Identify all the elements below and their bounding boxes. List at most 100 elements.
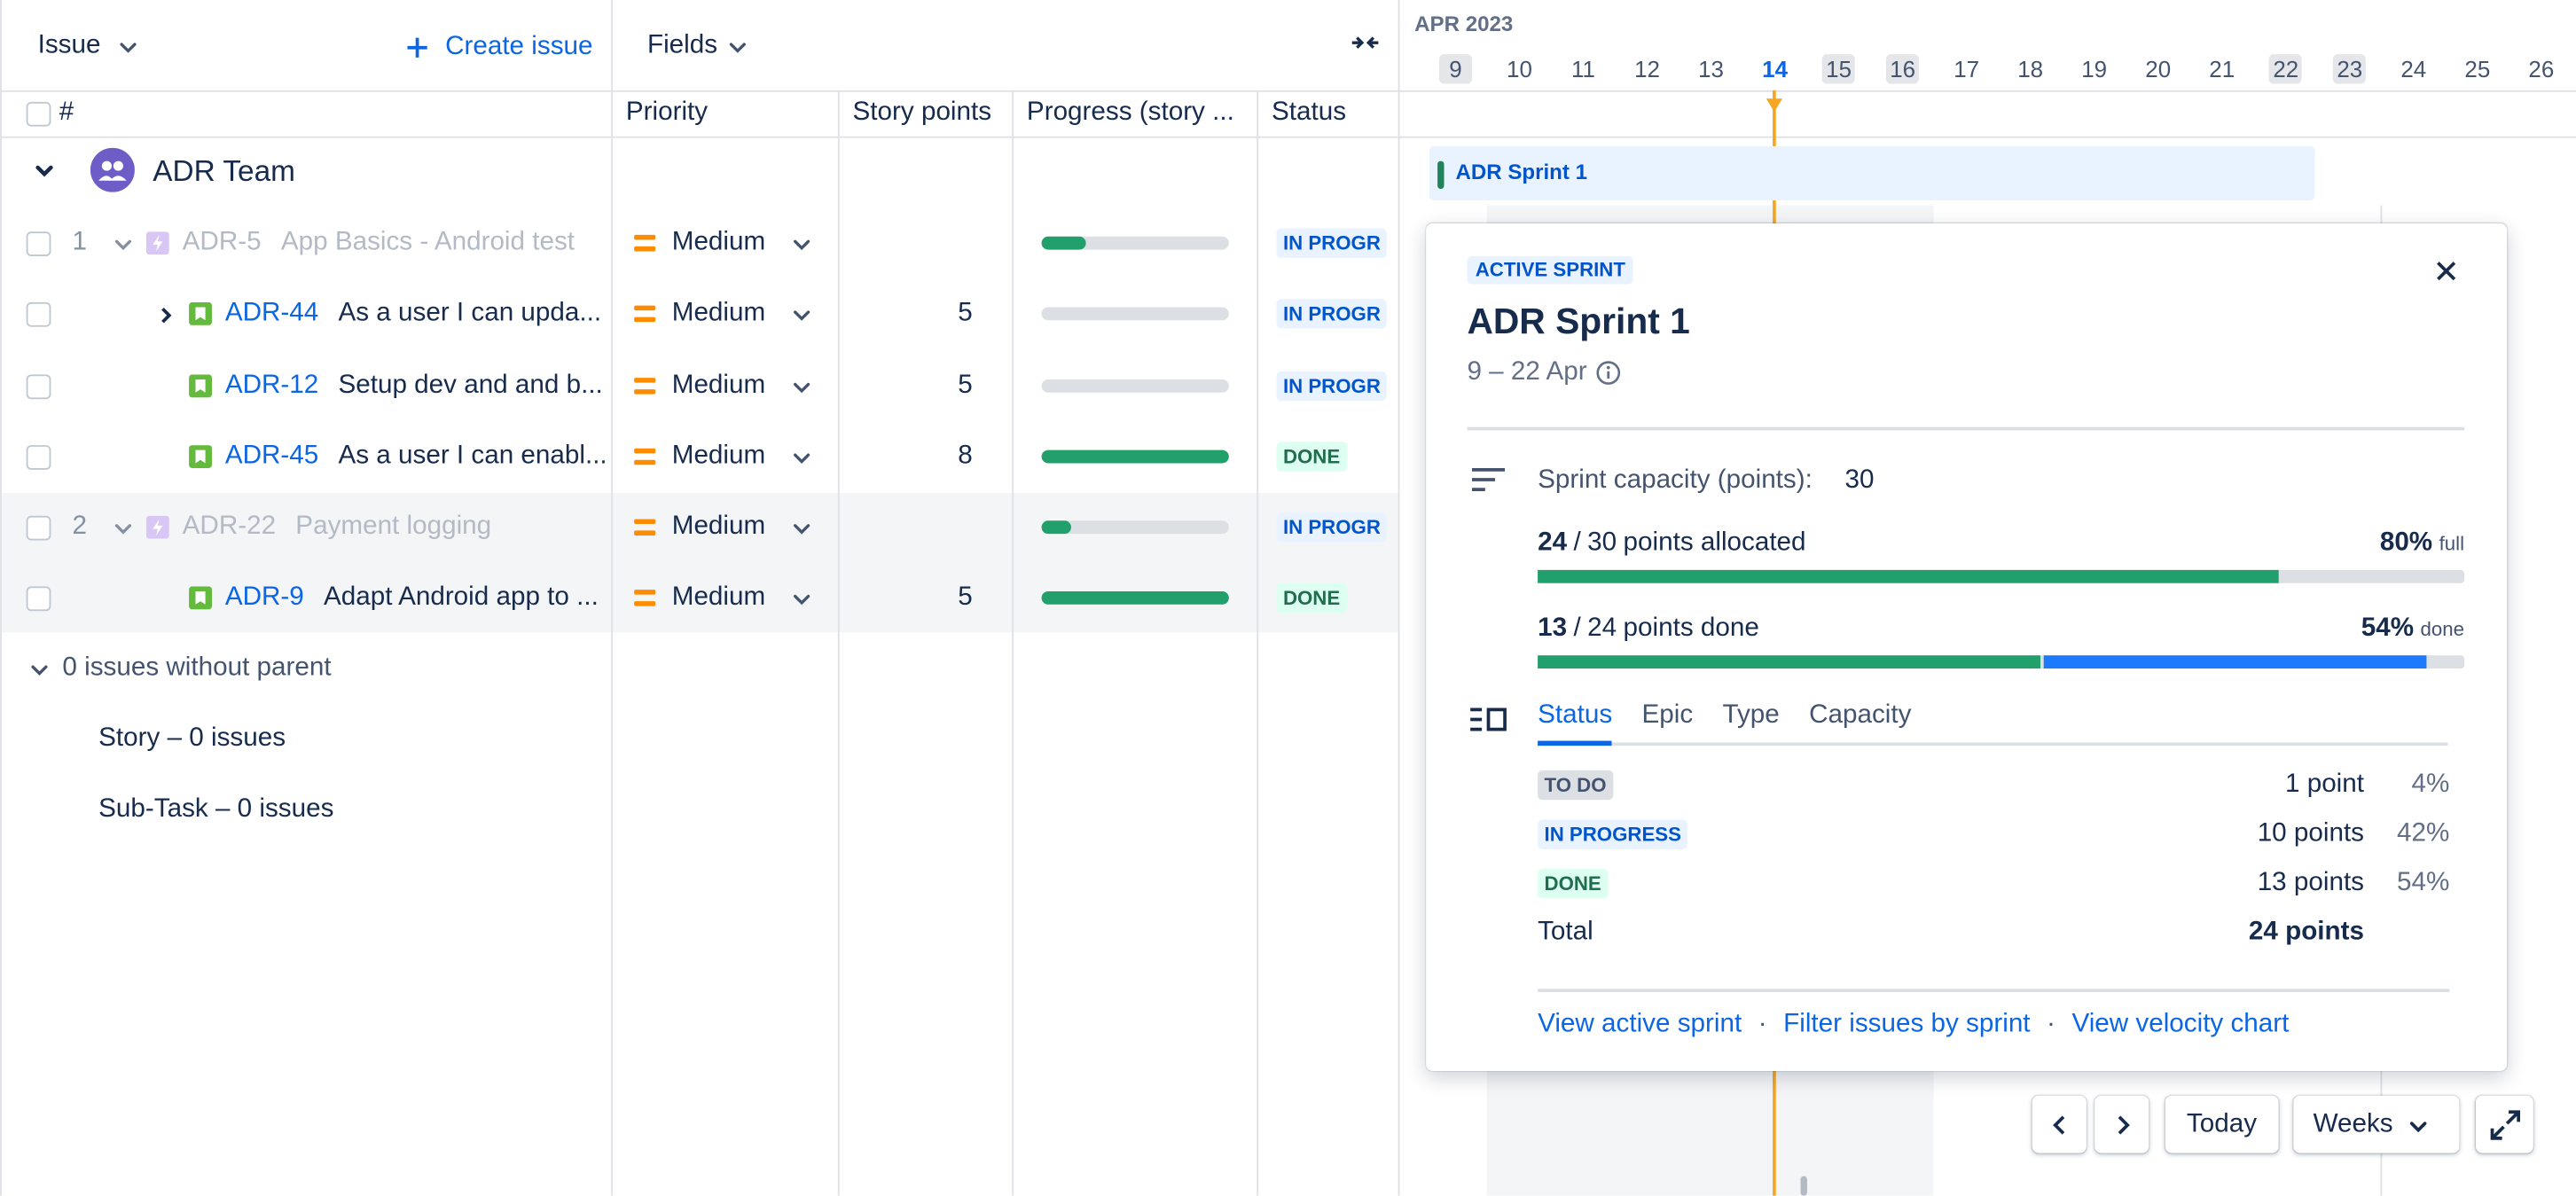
column-divider xyxy=(611,0,614,1196)
day-label: 21 xyxy=(2209,55,2235,82)
priority-value[interactable]: Medium xyxy=(671,299,766,327)
percent-note: full xyxy=(2439,532,2465,556)
plus-icon xyxy=(406,36,429,59)
priority-icon xyxy=(634,601,656,606)
priority-icon xyxy=(634,448,656,453)
control-button[interactable] xyxy=(2094,1095,2149,1153)
status-lozenge: DONE xyxy=(1276,582,1347,614)
status-points: 13 points xyxy=(2257,869,2365,897)
issue-key[interactable]: ADR-45 xyxy=(224,442,319,470)
day-label: 24 xyxy=(2400,55,2427,82)
status-lozenge: IN PROGR xyxy=(1276,228,1388,258)
priority-value[interactable]: Medium xyxy=(671,442,766,470)
group-highlight xyxy=(0,492,1398,633)
popup-title: ADR Sprint 1 xyxy=(1467,301,1690,342)
tab[interactable]: Status xyxy=(1538,701,1613,730)
row-number: 1 xyxy=(72,228,88,257)
chevron-icon xyxy=(792,304,811,324)
left-border xyxy=(0,0,2,1196)
checkbox xyxy=(26,586,51,612)
timeline-today-row xyxy=(1398,90,2576,138)
story-points: 5 xyxy=(958,582,973,612)
priority-icon xyxy=(634,590,656,594)
day-label: 13 xyxy=(1698,55,1724,82)
control-button[interactable] xyxy=(2293,1095,2460,1153)
progress-bar xyxy=(1041,590,1229,605)
day-label: 17 xyxy=(1954,55,1980,82)
status-lozenge: DONE xyxy=(1538,869,1609,899)
link[interactable]: View active sprint xyxy=(1538,1010,1742,1038)
priority-value[interactable]: Medium xyxy=(671,582,766,612)
chevron-icon xyxy=(29,659,49,678)
issue-key[interactable]: ADR-9 xyxy=(224,582,304,612)
control-button[interactable] xyxy=(2165,1095,2279,1153)
issue-menu[interactable]: Issue xyxy=(37,31,101,59)
group-title: 0 issues without parent xyxy=(62,653,332,682)
fullscreen-icon xyxy=(2489,1109,2522,1142)
priority-value[interactable]: Medium xyxy=(671,371,766,400)
weekend-badge xyxy=(1886,54,1920,84)
day-label: 18 xyxy=(2017,55,2044,82)
chevron-icon xyxy=(792,588,811,607)
tab-line xyxy=(1538,742,2448,747)
link[interactable]: View velocity chart xyxy=(2071,1010,2290,1038)
sprint-bar-marker xyxy=(1437,160,1445,190)
progress-track xyxy=(1041,236,1229,250)
prev-icon xyxy=(2050,1114,2070,1137)
issue-key[interactable]: ADR-5 xyxy=(182,228,262,257)
story-icon xyxy=(189,301,212,325)
weekend-badge xyxy=(2333,54,2367,84)
status-lozenge: IN PROGRESS xyxy=(1538,819,1688,849)
fields-menu[interactable]: Fields xyxy=(646,31,718,59)
issue-key[interactable]: ADR-44 xyxy=(224,299,319,327)
priority-icon xyxy=(634,519,656,524)
control-button[interactable] xyxy=(2475,1095,2533,1153)
status-lozenge: DONE xyxy=(1276,442,1347,472)
tab[interactable]: Type xyxy=(1722,701,1780,730)
collapse-icon xyxy=(1349,31,1382,54)
sprint-popup xyxy=(1426,223,2508,1071)
chevron-icon xyxy=(728,36,748,56)
close-button[interactable] xyxy=(2435,260,2458,283)
issue-cell: ADR-22 Payment logging xyxy=(183,511,491,543)
weeks-button[interactable]: Weeks xyxy=(2313,1110,2393,1138)
progress-bar xyxy=(1041,449,1229,464)
issue-cell: ADR-45 As a user I can enabl... xyxy=(225,441,607,473)
link[interactable]: Filter issues by sprint xyxy=(1783,1010,2031,1038)
priority-icon xyxy=(634,459,656,465)
issue-key[interactable]: ADR-22 xyxy=(182,512,277,541)
tab-active xyxy=(1538,740,1613,747)
bar-segment xyxy=(1538,655,2040,669)
day-label: 25 xyxy=(2464,55,2491,82)
total-label: Total xyxy=(1538,918,1593,947)
issue-summary: Adapt Android app to ... xyxy=(324,582,599,612)
day-label: 19 xyxy=(2081,55,2108,82)
summary-part: points allocated xyxy=(1623,528,1806,558)
tab[interactable]: Capacity xyxy=(1809,701,1912,730)
priority-icon xyxy=(634,317,656,322)
create-issue-button[interactable]: Create issue xyxy=(445,33,593,61)
priority-value[interactable]: Medium xyxy=(671,228,766,257)
status-percent: 4% xyxy=(2411,770,2450,799)
row-number: 2 xyxy=(72,512,88,541)
priority-value[interactable]: Medium xyxy=(671,512,766,541)
today-button[interactable]: Today xyxy=(2186,1110,2258,1138)
tab[interactable]: Epic xyxy=(1641,701,1694,730)
status-lozenge: IN PROGR xyxy=(1276,512,1388,543)
popup-links: View active sprint · Filter issues by spri… xyxy=(1538,1009,2289,1042)
epic-icon xyxy=(145,231,169,255)
column-header: Priority xyxy=(625,98,709,127)
priority-icon xyxy=(634,305,656,310)
group-item: Story – 0 issues xyxy=(98,724,286,753)
day-label: 11 xyxy=(1571,55,1595,82)
status-lozenge: TO DO xyxy=(1538,770,1613,801)
control-button[interactable] xyxy=(2032,1095,2087,1153)
issue-cell: ADR-5 App Basics - Android test xyxy=(183,227,575,260)
weekend-badge xyxy=(1438,54,1473,84)
issue-key[interactable]: ADR-12 xyxy=(224,371,319,400)
chevron-icon xyxy=(2408,1115,2428,1135)
progress-bar xyxy=(1041,236,1087,250)
progress-track xyxy=(1041,520,1229,535)
column-divider xyxy=(1012,90,1014,1196)
column-header: # xyxy=(59,98,74,127)
